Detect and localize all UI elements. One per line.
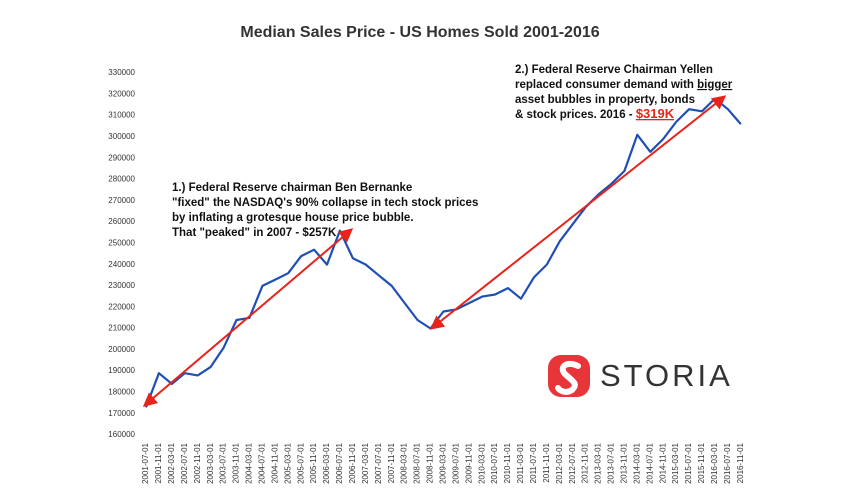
x-tick-label: 2012-11-01	[581, 442, 590, 483]
annotation-part: replaced consumer demand with	[515, 79, 697, 91]
y-tick-label: 330000	[108, 68, 135, 77]
x-tick-label: 2015-07-01	[684, 442, 693, 483]
x-tick-label: 2012-03-01	[555, 442, 564, 483]
x-tick-label: 2001-07-01	[141, 442, 150, 483]
x-tick-label: 2010-11-01	[503, 442, 512, 483]
x-tick-label: 2010-07-01	[490, 442, 499, 483]
x-tick-label: 2009-03-01	[438, 442, 447, 483]
x-tick-label: 2013-07-01	[607, 442, 616, 483]
annotation-part: 2.) Federal Reserve Chairman Yellen	[515, 64, 713, 76]
x-tick-label: 2016-03-01	[710, 442, 719, 483]
x-tick-label: 2002-11-01	[193, 442, 202, 483]
x-tick-label: 2006-07-01	[335, 442, 344, 483]
x-tick-label: 2002-07-01	[180, 442, 189, 483]
x-tick-label: 2005-03-01	[283, 442, 292, 483]
y-tick-label: 260000	[108, 217, 135, 226]
x-tick-label: 2013-11-01	[620, 442, 629, 483]
y-tick-label: 170000	[108, 409, 135, 418]
y-tick-label: 240000	[108, 260, 135, 269]
annotation-part: That "peaked" in 2007 - $257K	[172, 227, 337, 239]
x-tick-label: 2010-03-01	[477, 442, 486, 483]
annotation-part: $319K	[636, 106, 675, 121]
x-tick-label: 2004-07-01	[257, 442, 266, 483]
x-tick-label: 2011-11-01	[542, 442, 551, 482]
x-tick-label: 2008-03-01	[400, 442, 409, 483]
logo-s	[555, 360, 581, 395]
annotation-part: by inflating a grotesque house price bub…	[172, 212, 414, 224]
x-tick-label: 2011-07-01	[529, 442, 538, 483]
annotation-part: bigger	[697, 79, 733, 91]
x-tick-label: 2005-11-01	[309, 442, 318, 483]
annotation-part: asset bubbles in property, bonds	[515, 94, 695, 106]
y-tick-label: 300000	[108, 132, 135, 141]
y-tick-label: 180000	[108, 388, 135, 397]
y-tick-label: 250000	[108, 238, 135, 247]
x-tick-label: 2003-03-01	[206, 442, 215, 483]
logo: STORIA	[548, 355, 733, 397]
annotation: 1.) Federal Reserve chairman Ben Bernank…	[172, 182, 412, 194]
annotation: replaced consumer demand with bigger	[515, 79, 733, 91]
y-tick-label: 200000	[108, 345, 135, 354]
annotation-part: 1.) Federal Reserve chairman Ben Bernank…	[172, 182, 412, 194]
chart-title: Median Sales Price - US Homes Sold 2001-…	[240, 24, 599, 41]
y-tick-label: 280000	[108, 175, 135, 184]
x-tick-label: 2014-11-01	[658, 442, 667, 483]
x-tick-label: 2015-03-01	[671, 442, 680, 483]
y-tick-label: 220000	[108, 302, 135, 311]
x-tick-label: 2004-11-01	[270, 442, 279, 483]
x-tick-label: 2008-11-01	[426, 442, 435, 483]
y-tick-label: 270000	[108, 196, 135, 205]
x-tick-label: 2003-11-01	[232, 442, 241, 483]
x-tick-label: 2014-03-01	[632, 442, 641, 483]
x-tick-label: 2015-11-01	[697, 442, 706, 483]
x-tick-label: 2009-07-01	[451, 442, 460, 483]
y-tick-label: 160000	[108, 430, 135, 439]
x-tick-label: 2007-07-01	[374, 442, 383, 483]
annotation: That "peaked" in 2007 - $257K	[172, 227, 337, 239]
x-tick-label: 2009-11-01	[464, 442, 473, 483]
x-tick-label: 2001-11-01	[154, 442, 163, 483]
x-tick-label: 2002-03-01	[167, 442, 176, 483]
arrow	[142, 228, 354, 407]
x-tick-label: 2006-11-01	[348, 442, 357, 483]
x-tick-label: 2005-07-01	[296, 442, 305, 483]
x-tick-label: 2006-03-01	[322, 442, 331, 483]
x-tick-label: 2003-07-01	[219, 442, 228, 483]
x-tick-label: 2016-11-01	[736, 442, 745, 483]
annotation: & stock prices. 2016 - $319K	[515, 106, 675, 121]
y-tick-label: 310000	[108, 111, 135, 120]
annotation-part: & stock prices. 2016 -	[515, 109, 636, 121]
y-tick-label: 190000	[108, 366, 135, 375]
x-tick-label: 2007-11-01	[387, 442, 396, 483]
logo-text: STORIA	[600, 358, 733, 393]
annotation: by inflating a grotesque house price bub…	[172, 212, 414, 224]
arrow	[429, 95, 727, 330]
x-tick-label: 2012-07-01	[568, 442, 577, 483]
x-tick-label: 2004-03-01	[245, 442, 254, 483]
annotation: "fixed" the NASDAQ's 90% collapse in tec…	[172, 197, 478, 209]
x-tick-label: 2013-03-01	[594, 442, 603, 483]
x-tick-label: 2011-03-01	[516, 442, 525, 483]
annotation: 2.) Federal Reserve Chairman Yellen	[515, 64, 713, 76]
y-tick-label: 210000	[108, 324, 135, 333]
x-tick-label: 2007-03-01	[361, 442, 370, 483]
y-tick-label: 290000	[108, 153, 135, 162]
annotation: asset bubbles in property, bonds	[515, 94, 695, 106]
x-tick-label: 2016-07-01	[723, 442, 732, 483]
x-tick-label: 2014-07-01	[645, 442, 654, 483]
y-tick-label: 230000	[108, 281, 135, 290]
x-tick-label: 2008-07-01	[413, 442, 422, 483]
annotation-part: "fixed" the NASDAQ's 90% collapse in tec…	[172, 197, 478, 209]
y-tick-label: 320000	[108, 89, 135, 98]
